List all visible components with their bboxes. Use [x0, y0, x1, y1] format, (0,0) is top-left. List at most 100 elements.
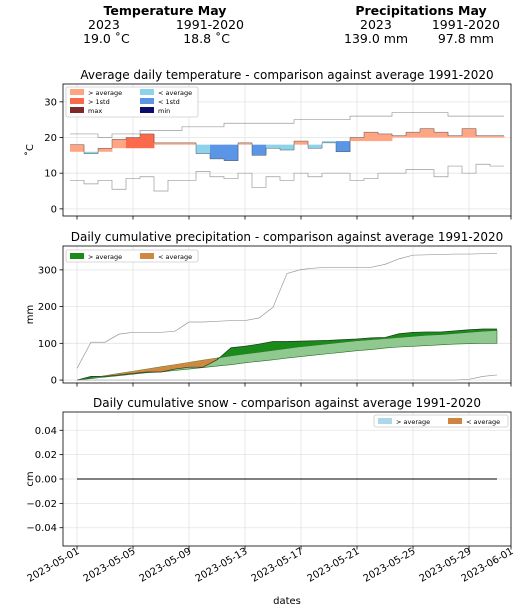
temperature-normal-value: 18.8 ˚C — [183, 31, 230, 46]
temperature-day-bar — [462, 128, 477, 138]
precipitation-anomaly-segment — [91, 375, 105, 378]
legend-swatch — [70, 107, 84, 113]
temperature-day-bar — [126, 137, 141, 149]
y-tick-label: 0.00 — [35, 475, 57, 486]
y-tick-label: 300 — [38, 265, 57, 276]
precipitation-legend: > average < average — [65, 249, 199, 263]
temperature-day-bar — [196, 144, 211, 154]
temperature-day-bar — [420, 128, 435, 138]
temperature-day-bar — [210, 144, 225, 159]
legend-swatch — [70, 89, 84, 95]
temperature-anomaly-bars — [70, 128, 505, 161]
precipitation-normal-value: 97.8 mm — [437, 31, 494, 46]
plot-frame — [62, 83, 512, 217]
precipitation-col-normal: 1991-2020 — [431, 17, 500, 32]
legend-label: < 1std — [158, 98, 180, 106]
temperature-day-bar — [336, 141, 351, 152]
current-precipitation-line — [76, 328, 497, 381]
legend-label: min — [158, 107, 170, 115]
temperature-day-bar — [238, 142, 253, 145]
plot-frame — [62, 245, 512, 384]
temperature-day-bar — [378, 133, 393, 142]
temperature-day-bar — [294, 141, 309, 145]
legend-label: > average — [88, 253, 122, 261]
max-temperature-line — [70, 112, 504, 138]
temperature-chart: 0 10 20 30 Average daily temperature - compa… — [24, 68, 512, 220]
legend-swatch — [140, 98, 154, 104]
precipitation-anomaly-segment — [147, 366, 161, 372]
legend-swatch — [70, 253, 84, 259]
y-axis-label: cm — [25, 471, 36, 486]
precipitation-anomaly-segment — [273, 341, 287, 351]
temperature-day-bar — [392, 135, 407, 138]
precipitation-anomaly-segment — [259, 341, 273, 353]
y-tick-label: 0 — [51, 204, 57, 215]
precipitation-anomaly-segment — [357, 337, 371, 341]
temperature-day-bar — [266, 144, 281, 149]
legend-swatch — [140, 253, 154, 259]
temperature-day-bar — [98, 148, 113, 152]
legend-label: > average — [88, 89, 122, 97]
date-tick-labels: 2023-05-01 2023-05-05 2023-05-09 2023-05-13… — [26, 546, 516, 585]
date-tick-label: 2023-05-21 — [306, 546, 362, 585]
temperature-col-normal: 1991-2020 — [175, 17, 244, 32]
precipitation-anomaly-segment — [231, 346, 245, 356]
precipitation-col-2023: 2023 — [360, 17, 392, 32]
temperature-day-bar — [448, 135, 463, 138]
temperature-day-bar — [182, 142, 197, 145]
temperature-day-bar — [154, 142, 169, 145]
temperature-day-bar — [364, 132, 379, 142]
legend-label: < average — [158, 253, 192, 261]
legend-label: < average — [466, 418, 500, 426]
snow-legend: > average < average — [373, 414, 509, 428]
temperature-day-bar — [224, 144, 239, 161]
y-tick-label: 0.02 — [35, 450, 57, 461]
temperature-summary: Temperature May 2023 1991-2020 19.0 ˚C 1… — [80, 4, 250, 46]
precipitation-2023-value: 139.0 mm — [344, 31, 409, 46]
legend-box — [65, 86, 199, 118]
y-tick-label: 10 — [44, 169, 57, 180]
legend-label: max — [88, 107, 102, 115]
chart-title: Daily cumulative precipitation - compari… — [71, 230, 504, 244]
temperature-day-bar — [140, 133, 155, 149]
legend-swatch — [140, 107, 154, 113]
chart-title: Daily cumulative snow - comparison again… — [93, 396, 481, 410]
precipitation-anomaly-segment — [329, 339, 343, 344]
x-gridlines — [76, 246, 512, 387]
min-temperature-line — [70, 163, 504, 192]
precipitation-anomaly-segment — [413, 331, 427, 337]
chart-title: Average daily temperature - comparison a… — [80, 68, 493, 82]
snow-chart: 0.04 0.02 0.00 −0.02 −0.04 Daily cumulative s… — [25, 396, 512, 550]
legend-box — [373, 414, 509, 428]
temperature-col-2023: 2023 — [88, 17, 120, 32]
legend-swatch — [448, 418, 462, 424]
legend-swatch — [140, 89, 154, 95]
y-tick-label: 0 — [51, 376, 57, 387]
precipitation-anomaly-segment — [189, 360, 203, 368]
precipitation-anomaly-segment — [287, 341, 301, 349]
temperature-day-bar — [350, 137, 365, 142]
legend-swatch — [70, 98, 84, 104]
y-tick-label: 30 — [44, 97, 57, 108]
temperature-day-bar — [434, 132, 449, 138]
temperature-day-bar — [476, 135, 491, 138]
y-axis-label: ˚C — [24, 144, 36, 156]
legend-box — [65, 249, 199, 263]
precipitation-anomaly-segment — [483, 329, 497, 332]
precipitation-anomaly-segment — [315, 340, 329, 346]
y-axis-label: mm — [25, 305, 36, 324]
precipitation-anomaly-segment — [427, 331, 441, 336]
y-tick-label: 100 — [38, 339, 57, 350]
date-tick-label: 2023-05-05 — [82, 546, 138, 585]
temperature-day-bar — [252, 144, 267, 156]
precipitation-chart: 0 100 200 300 Daily cumulative precipitation… — [25, 230, 512, 387]
precipitation-anomaly-segment — [245, 344, 259, 354]
temperature-day-bar — [112, 139, 127, 149]
temperature-day-bar — [70, 144, 85, 152]
temperature-day-bar — [168, 142, 183, 145]
date-tick-label: 2023-05-13 — [194, 546, 250, 585]
precipitation-anomaly-segment — [119, 371, 133, 375]
